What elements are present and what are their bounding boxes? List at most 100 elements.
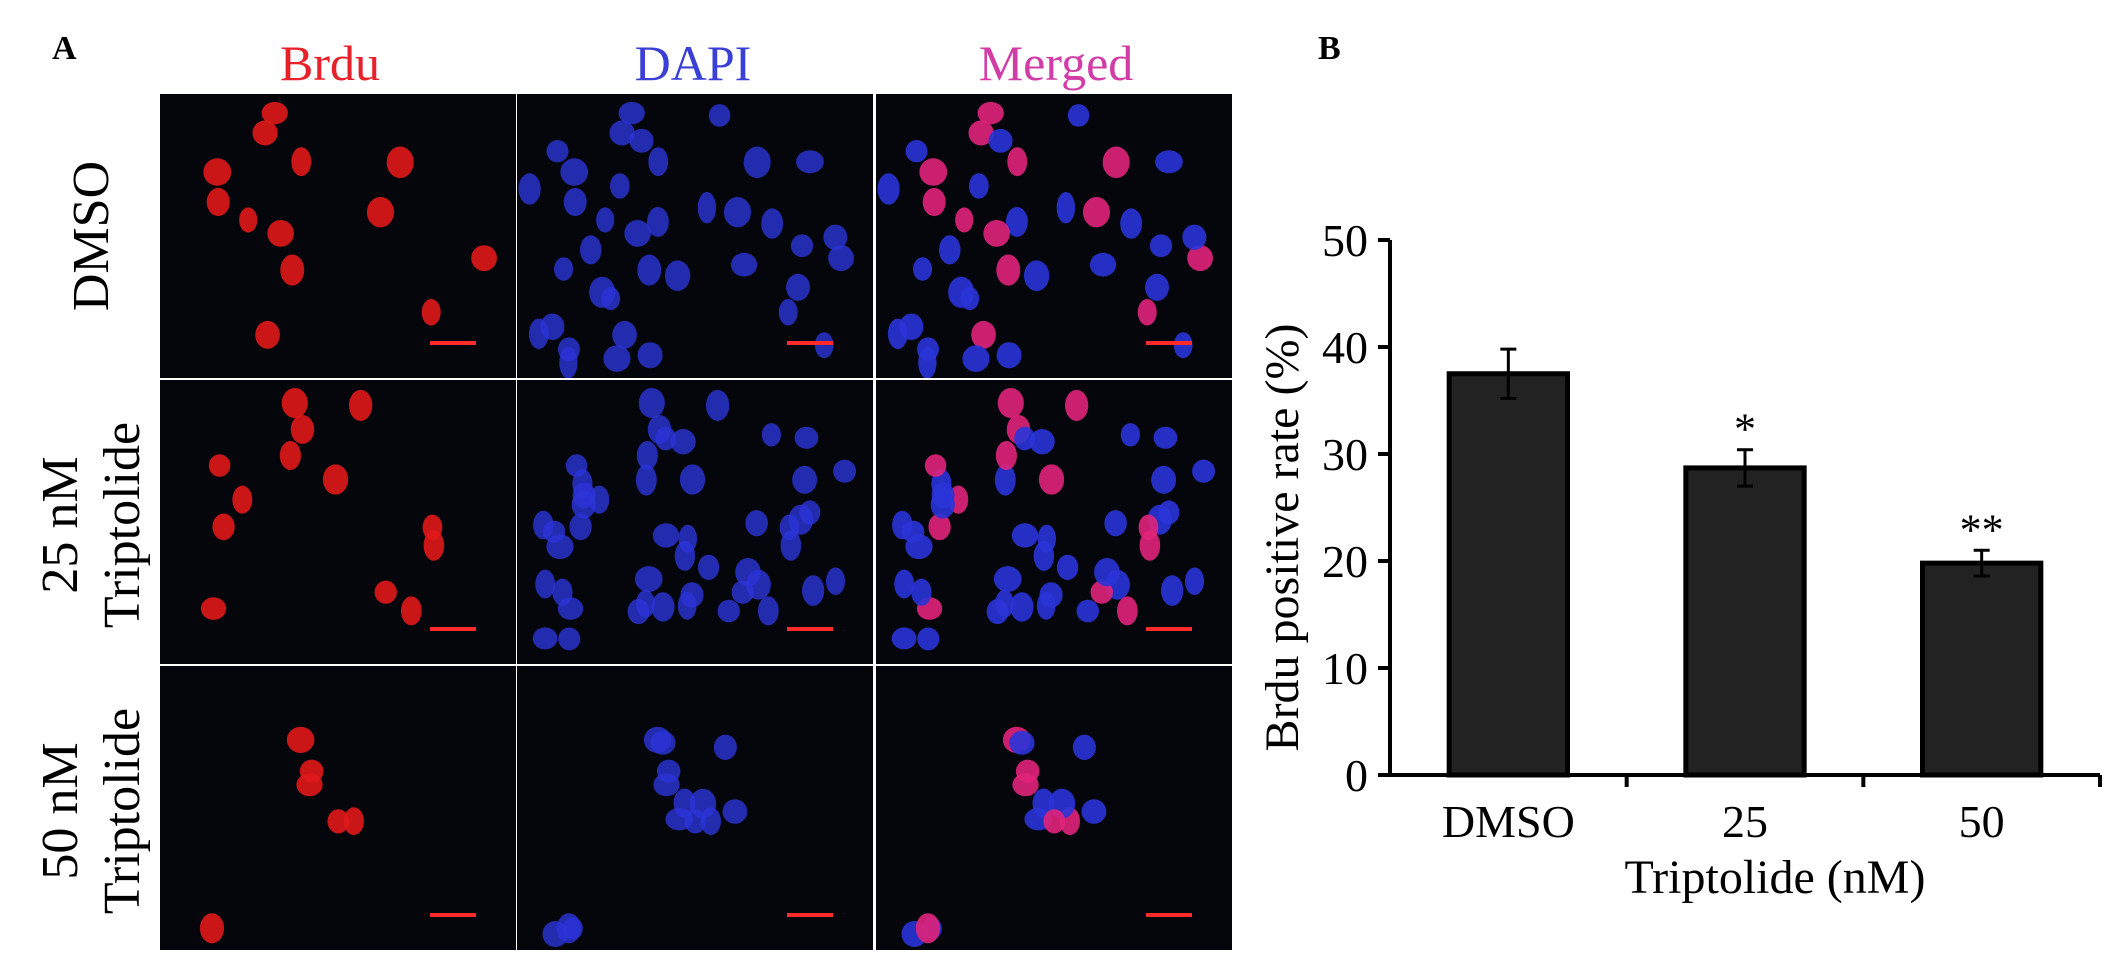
micrograph-25nm-merged xyxy=(876,380,1232,664)
nucleus xyxy=(731,580,754,604)
nucleus xyxy=(651,592,675,622)
nucleus xyxy=(924,454,947,477)
nucleus xyxy=(918,346,937,378)
nucleus xyxy=(825,567,846,596)
nucleus xyxy=(1023,260,1050,292)
nucleus xyxy=(778,299,798,326)
nucleus xyxy=(1104,510,1127,537)
nucleus xyxy=(556,913,582,944)
nucleus xyxy=(928,513,951,541)
nucleus xyxy=(650,730,676,755)
nucleus xyxy=(1011,523,1039,548)
nucleus xyxy=(960,286,980,311)
nucleus xyxy=(279,441,301,470)
nucleus xyxy=(327,809,350,834)
nucleus xyxy=(717,599,740,623)
nucleus xyxy=(540,313,565,340)
nucleus xyxy=(968,120,994,146)
row-label-25nm: 25 nM Triptolide xyxy=(30,422,154,628)
nucleus xyxy=(255,320,280,349)
nucleus xyxy=(638,387,665,419)
nucleus xyxy=(983,219,1010,247)
nucleus xyxy=(1010,592,1034,622)
nucleus xyxy=(899,313,924,340)
micrograph-image xyxy=(199,726,476,944)
nucleus xyxy=(1082,197,1111,228)
nucleus xyxy=(794,426,819,449)
nucleus xyxy=(823,224,848,250)
nucleus xyxy=(911,578,932,606)
nucleus xyxy=(421,299,441,326)
nucleus xyxy=(971,320,996,349)
nucleus xyxy=(280,254,305,286)
nucleus xyxy=(1005,206,1028,237)
nucleus xyxy=(1137,299,1157,326)
row-label-dmso: DMSO xyxy=(61,161,123,311)
nucleus xyxy=(1037,524,1057,553)
nucleus xyxy=(722,799,748,824)
nucleus xyxy=(552,578,573,606)
nucleus xyxy=(400,596,422,626)
micrograph-image xyxy=(203,101,497,349)
nucleus xyxy=(560,158,589,186)
nucleus xyxy=(565,454,588,477)
x-tick-label: 50 xyxy=(1959,796,2005,847)
scale-bar xyxy=(787,341,833,345)
micrograph-image xyxy=(518,101,854,378)
nucleus xyxy=(648,147,669,177)
nucleus xyxy=(745,510,768,537)
scale-bar xyxy=(1146,341,1192,345)
nucleus xyxy=(559,346,578,378)
nucleus xyxy=(962,345,990,372)
nucleus xyxy=(612,320,637,349)
nucleus xyxy=(1064,389,1089,421)
bar-chart-svg: 0 10 20 30 40 50 DMSO * 25 ** 50 Triptolide (nM) Brd… xyxy=(1256,215,2102,904)
row-label-line: 25 nM xyxy=(32,456,89,594)
nucleus xyxy=(629,128,654,153)
y-tick-label: 10 xyxy=(1322,643,1368,694)
nucleus xyxy=(1038,464,1065,495)
nucleus xyxy=(997,387,1024,419)
nucleus xyxy=(618,101,645,125)
nucleus xyxy=(1072,734,1096,760)
nucleus xyxy=(1102,146,1130,179)
nucleus xyxy=(1151,465,1177,494)
nucleus xyxy=(1173,332,1193,359)
nucleus xyxy=(697,554,720,580)
nucleus xyxy=(199,913,225,944)
nucleus xyxy=(828,245,854,272)
nucleus xyxy=(1007,147,1028,177)
nucleus xyxy=(386,146,414,179)
nucleus xyxy=(919,158,948,186)
nucleus xyxy=(200,597,227,620)
scale-bar xyxy=(1146,913,1192,917)
nucleus xyxy=(894,569,915,599)
x-axis-title: Triptolide (nM) xyxy=(1625,851,1926,904)
nucleus xyxy=(646,206,669,237)
micrograph-50nm-brdu xyxy=(160,666,516,950)
nucleus xyxy=(993,566,1022,592)
nucleus xyxy=(664,260,691,292)
nucleus xyxy=(655,426,677,451)
nucleus xyxy=(374,580,397,604)
nucleus xyxy=(735,557,761,587)
y-tick-label: 30 xyxy=(1322,429,1368,480)
nucleus xyxy=(796,150,824,174)
y-tick-label: 20 xyxy=(1322,536,1368,587)
nucleus xyxy=(713,734,737,760)
nucleus xyxy=(1076,599,1099,623)
nucleus xyxy=(1182,224,1207,250)
nucleus xyxy=(291,147,312,177)
scale-bar xyxy=(787,913,833,917)
nucleus xyxy=(814,332,834,359)
nucleus xyxy=(670,428,696,455)
nucleus xyxy=(652,523,680,548)
nucleus xyxy=(790,234,814,258)
nucleus xyxy=(656,759,681,783)
nucleus xyxy=(252,120,278,146)
nucleus xyxy=(1155,150,1183,174)
nucleus xyxy=(239,207,258,233)
y-tick-label: 50 xyxy=(1322,215,1368,266)
nucleus xyxy=(705,389,730,421)
nucleus xyxy=(1158,500,1180,525)
